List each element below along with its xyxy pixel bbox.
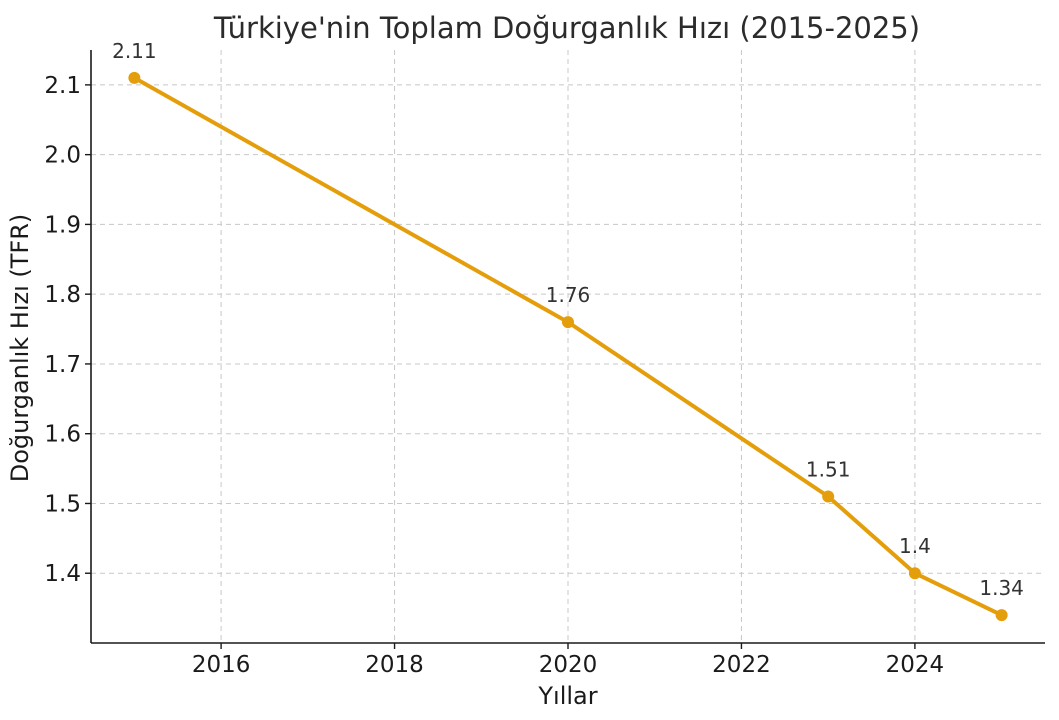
x-tick-label: 2022 (712, 652, 771, 678)
data-label: 2.11 (112, 39, 157, 63)
x-tick-label: 2016 (192, 652, 251, 678)
grid (91, 50, 1045, 643)
y-tick-label: 1.8 (44, 282, 81, 308)
y-axis-ticks: 1.4 1.5 1.6 1.7 1.8 1.9 2.0 2.1 (44, 73, 91, 587)
data-label: 1.4 (899, 534, 931, 558)
data-label: 1.76 (546, 283, 591, 307)
x-tick-label: 2018 (365, 652, 424, 678)
x-axis-ticks: 2016 2018 2020 2022 2024 (192, 643, 944, 678)
series (128, 71, 1008, 622)
y-axis-label: Doğurganlık Hızı (TFR) (6, 214, 34, 483)
y-tick-label: 1.4 (44, 561, 81, 587)
data-point (995, 609, 1008, 622)
y-tick-label: 1.9 (44, 212, 81, 238)
data-point (128, 71, 141, 84)
data-point (822, 490, 835, 503)
data-labels: 2.11 1.76 1.51 1.4 1.34 (112, 39, 1024, 600)
y-tick-label: 1.7 (44, 352, 81, 378)
y-tick-label: 1.5 (44, 491, 81, 517)
y-tick-label: 2.1 (44, 73, 81, 99)
data-point (908, 567, 921, 580)
x-tick-label: 2020 (539, 652, 598, 678)
data-point (562, 316, 574, 329)
chart-title: Türkiye'nin Toplam Doğurganlık Hızı (201… (213, 11, 920, 45)
y-tick-label: 1.6 (44, 422, 81, 448)
y-tick-label: 2.0 (44, 143, 81, 169)
data-label: 1.34 (979, 576, 1024, 600)
x-tick-label: 2024 (886, 652, 945, 678)
data-label: 1.51 (806, 457, 851, 481)
x-axis-label: Yıllar (537, 682, 597, 710)
